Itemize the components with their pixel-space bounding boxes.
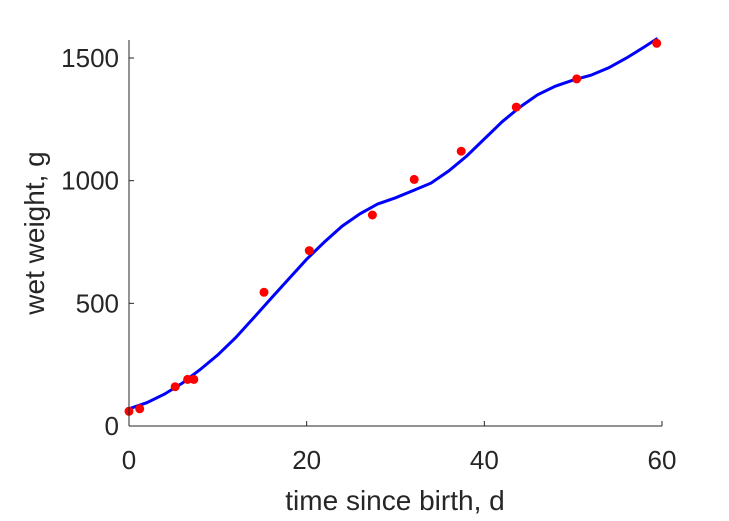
data-points (124, 38, 662, 416)
data-point (511, 102, 521, 112)
data-point (135, 404, 145, 414)
data-point (304, 246, 314, 256)
y-axis-ticks: 0 500 1000 1500 (61, 43, 134, 441)
x-tick-label: 40 (470, 445, 499, 475)
x-axis-ticks: 0 20 40 60 (122, 421, 677, 475)
x-tick-label: 60 (648, 445, 677, 475)
data-point (456, 146, 466, 156)
data-point (170, 382, 180, 392)
axes: 0 20 40 60 0 500 1000 1500 (61, 40, 676, 475)
data-point (259, 287, 269, 297)
y-axis-label: wet weight, g (19, 151, 50, 315)
fit-curve (128, 37, 659, 411)
data-point (572, 74, 582, 84)
plot-area (124, 37, 662, 416)
data-point (652, 38, 662, 48)
x-axis-label: time since birth, d (285, 485, 504, 516)
y-tick-label: 0 (105, 411, 119, 441)
data-point (409, 174, 419, 184)
data-point (183, 374, 193, 384)
x-tick-label: 0 (122, 445, 136, 475)
y-tick-label: 500 (76, 288, 119, 318)
x-tick-label: 20 (292, 445, 321, 475)
y-tick-label: 1000 (61, 166, 119, 196)
data-point (367, 210, 377, 220)
data-point (189, 374, 199, 384)
y-tick-label: 1500 (61, 43, 119, 73)
